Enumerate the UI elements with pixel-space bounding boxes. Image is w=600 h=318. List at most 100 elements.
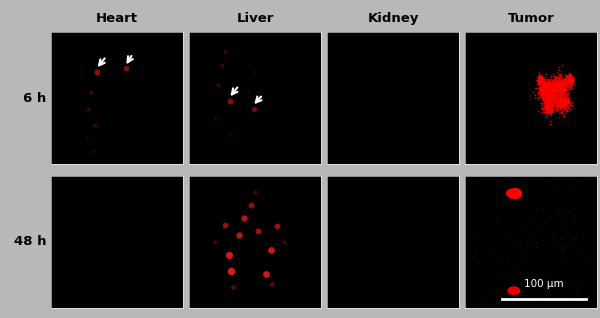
Point [535, 85, 545, 90]
Point [547, 96, 557, 101]
Point [578, 274, 587, 280]
Point [541, 93, 551, 99]
Point [536, 89, 546, 94]
Point [548, 86, 557, 91]
Point [540, 90, 550, 95]
Point [562, 96, 571, 101]
Point [539, 107, 549, 112]
Point [560, 105, 570, 110]
Point [510, 194, 520, 199]
Point [555, 213, 565, 218]
Point [546, 97, 556, 102]
Point [563, 76, 573, 81]
Point [556, 104, 565, 109]
Point [531, 85, 541, 90]
Point [515, 83, 525, 88]
Point [533, 78, 543, 83]
Point [554, 79, 563, 84]
Point [557, 100, 567, 105]
Point [562, 190, 571, 195]
Point [558, 103, 568, 108]
Point [473, 297, 483, 302]
Point [559, 269, 569, 274]
Point [541, 107, 550, 112]
Point [509, 191, 519, 197]
Point [556, 93, 565, 98]
Point [508, 190, 517, 195]
Point [535, 77, 544, 82]
Point [563, 85, 572, 90]
Point [557, 100, 567, 105]
Point [559, 98, 569, 103]
Point [555, 106, 565, 111]
Point [539, 91, 549, 96]
Point [560, 78, 569, 83]
Point [542, 104, 551, 109]
Point [558, 94, 568, 100]
Point [540, 86, 550, 91]
Point [536, 77, 545, 82]
Point [539, 100, 549, 105]
Point [510, 190, 520, 196]
Point [543, 105, 553, 110]
Point [551, 89, 561, 94]
Point [565, 90, 574, 95]
Point [560, 87, 569, 92]
Point [515, 189, 525, 194]
Point [510, 191, 520, 196]
Point [552, 87, 562, 93]
Point [507, 191, 517, 197]
Point [547, 88, 556, 93]
Point [559, 78, 569, 83]
Point [547, 93, 556, 99]
Point [549, 82, 559, 87]
Point [481, 271, 490, 276]
Point [559, 99, 569, 104]
Point [563, 99, 572, 104]
Point [569, 81, 578, 86]
Point [549, 79, 559, 84]
Point [536, 78, 546, 83]
Point [500, 276, 509, 281]
Point [555, 96, 565, 101]
Point [543, 78, 553, 83]
Point [558, 85, 568, 90]
Point [548, 83, 557, 88]
Point [481, 293, 491, 298]
Point [544, 105, 553, 110]
Point [541, 87, 551, 93]
Point [553, 94, 562, 99]
Point [515, 190, 524, 195]
Point [557, 74, 566, 79]
Point [514, 268, 523, 273]
Point [544, 79, 553, 84]
Point [507, 193, 517, 198]
Point [545, 98, 555, 103]
Point [560, 82, 569, 87]
Point [544, 89, 554, 94]
Point [558, 103, 568, 108]
Point [547, 94, 557, 100]
Point [554, 82, 563, 87]
Point [538, 92, 547, 97]
Point [515, 190, 524, 196]
Point [545, 100, 555, 105]
Point [544, 82, 554, 87]
Point [567, 75, 577, 80]
Point [550, 87, 560, 92]
Point [551, 99, 560, 104]
Point [553, 86, 562, 91]
Point [547, 99, 556, 104]
Point [560, 87, 569, 93]
Point [564, 97, 574, 102]
Point [560, 97, 570, 102]
Point [547, 91, 557, 96]
Point [550, 81, 560, 86]
Point [541, 101, 551, 107]
Point [546, 73, 556, 78]
Point [542, 82, 551, 87]
Point [542, 103, 552, 108]
Point [548, 97, 557, 102]
Point [551, 98, 561, 103]
Point [537, 207, 547, 212]
